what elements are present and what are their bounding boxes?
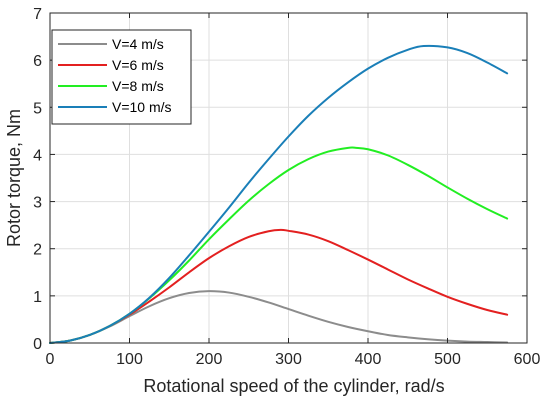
x-tick-label: 300 xyxy=(275,351,302,368)
x-tick-label: 0 xyxy=(46,351,55,368)
x-tick-labels: 0 100 200 300 400 500 600 xyxy=(46,351,541,368)
x-tick-label: 500 xyxy=(434,351,461,368)
legend: V=4 m/s V=6 m/s V=8 m/s V=10 m/s xyxy=(51,29,192,125)
y-tick-label: 6 xyxy=(33,53,42,70)
y-tick-labels: 0 1 2 3 4 5 6 7 xyxy=(33,6,42,353)
x-axis-label: Rotational speed of the cylinder, rad/s xyxy=(143,376,444,396)
x-tick-label: 400 xyxy=(355,351,382,368)
series-layer xyxy=(49,44,509,344)
y-tick-label: 0 xyxy=(33,336,42,353)
y-tick-label: 2 xyxy=(33,242,42,259)
y-axis-label: Rotor torque, Nm xyxy=(4,109,24,247)
y-tick-label: 1 xyxy=(33,289,42,306)
x-tick-label: 100 xyxy=(116,351,143,368)
y-tick-label: 4 xyxy=(33,147,42,164)
x-tick-label: 600 xyxy=(514,351,541,368)
legend-box xyxy=(51,29,192,125)
legend-label: V=4 m/s xyxy=(112,36,164,52)
legend-label: V=10 m/s xyxy=(112,99,172,115)
y-tick-label: 3 xyxy=(33,195,42,212)
legend-label: V=6 m/s xyxy=(112,57,164,73)
axes xyxy=(49,12,528,344)
y-tick-label: 5 xyxy=(33,100,42,117)
y-tick-label: 7 xyxy=(33,6,42,23)
series-line-4 xyxy=(49,44,509,344)
legend-label: V=8 m/s xyxy=(112,78,164,94)
x-tick-label: 200 xyxy=(196,351,223,368)
series-line-1 xyxy=(49,290,509,344)
